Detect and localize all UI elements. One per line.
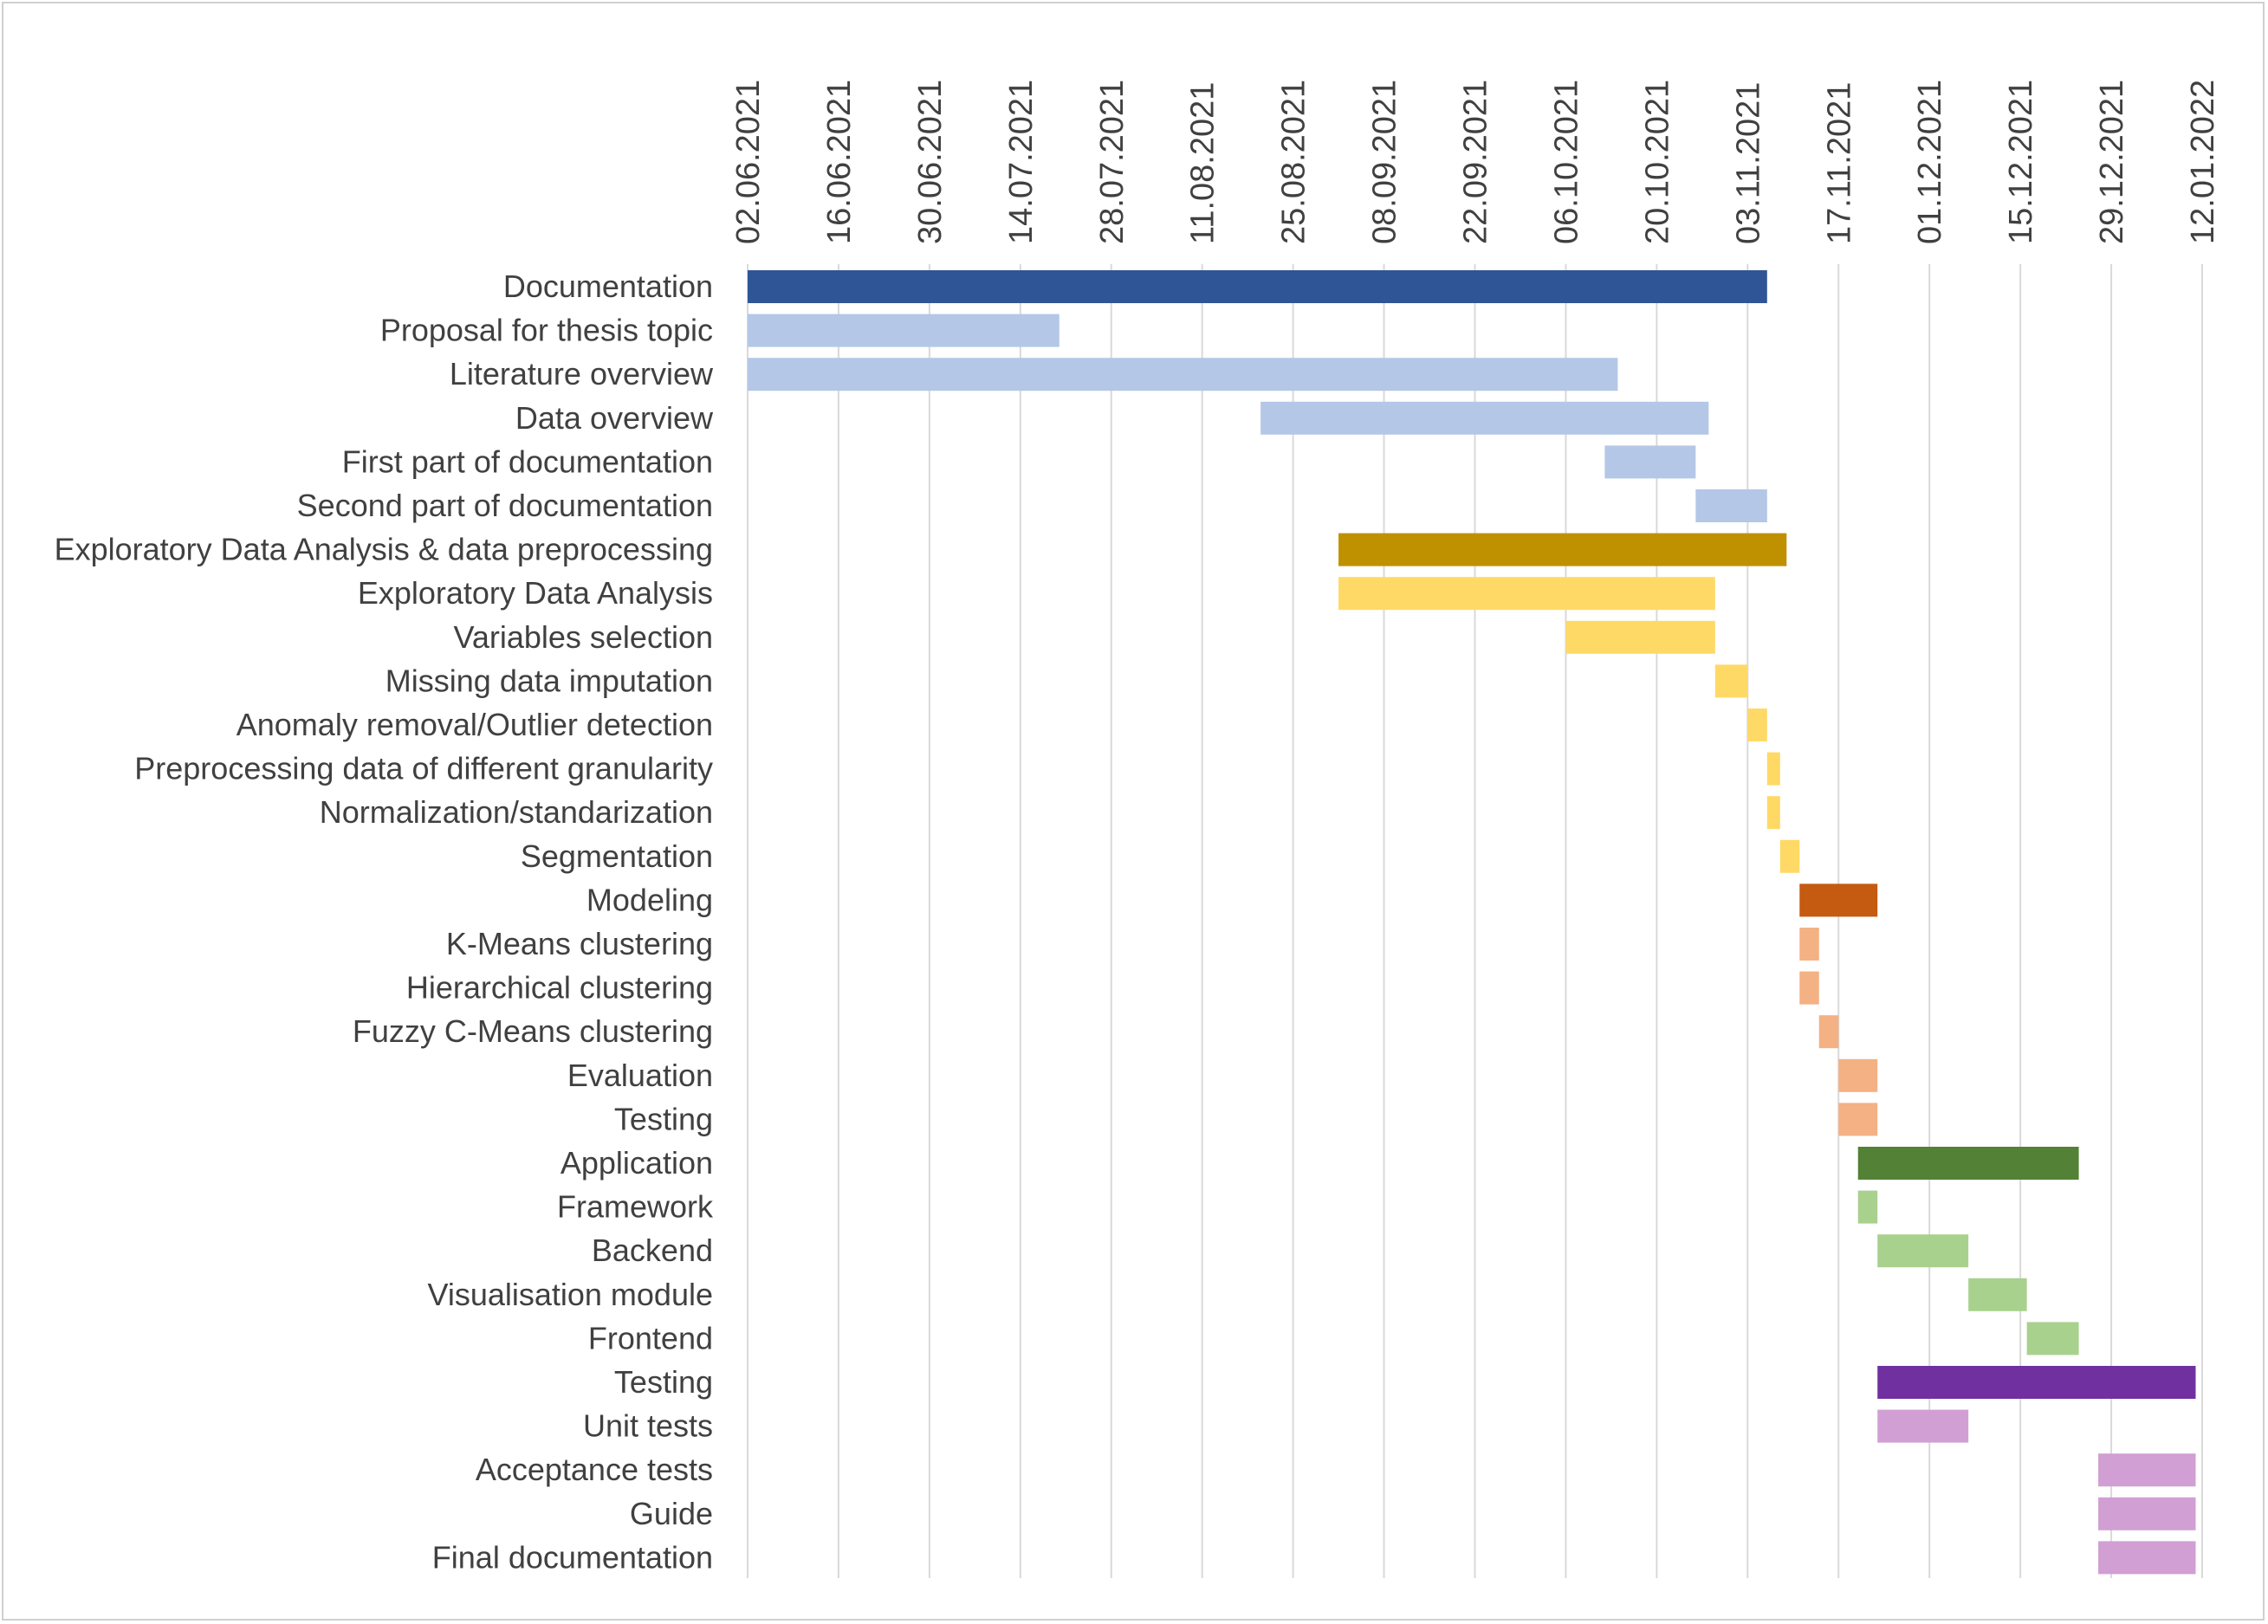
task-bar [1338,577,1715,611]
task-bar [1838,1058,1878,1092]
task-label: Segmentation [521,838,713,874]
task-label: Frontend [588,1320,713,1355]
task-label: Exploratory Data Analysis & data preproc… [55,532,713,567]
x-tick-label: 02.06.2021 [730,80,767,244]
x-tick-label: 28.07.2021 [1094,80,1131,244]
task-bar [1565,620,1715,654]
x-tick-label: 15.12.2021 [2003,80,2039,244]
task-label: Evaluation [567,1058,713,1093]
task-bar [1877,1234,1969,1268]
task-bar [1338,533,1787,566]
task-bar [2098,1497,2196,1530]
task-bar [1877,1409,1969,1443]
task-bar [1838,1103,1878,1136]
task-bar [748,358,1618,391]
task-label: Visualisation module [427,1277,713,1312]
task-bar [1857,1147,2079,1180]
task-label: Normalization/standarization [320,794,713,830]
task-bar [1799,928,1819,961]
task-label: Final documentation [432,1539,713,1575]
x-tick-label: 29.12.2021 [2094,80,2130,244]
task-label: Acceptance tests [476,1452,713,1487]
task-bar [1818,1015,1839,1049]
task-bar [1779,839,1800,873]
x-tick-label: 17.11.2021 [1821,82,1857,244]
task-bar [1766,752,1780,786]
task-label: Hierarchical clustering [406,970,713,1006]
task-label: Proposal for thesis topic [380,313,713,348]
task-bar [1799,971,1819,1005]
task-label: Backend [592,1233,713,1268]
task-bar [1714,664,1748,698]
task-label: Guide [630,1496,713,1531]
task-bar [748,270,1767,303]
task-label: Testing [614,1101,713,1136]
x-tick-label: 08.09.2021 [1367,80,1403,244]
task-bar [2026,1322,2079,1355]
date-tick-labels: 02.06.2021 16.06.2021 30.06.2021 14.07.2021… [730,80,2221,244]
x-tick-label: 16.06.2021 [821,80,858,244]
task-bar [1968,1278,2027,1311]
task-label: Fuzzy C-Means clustering [353,1013,713,1049]
task-bar [1604,445,1696,479]
task-label: Data overview [515,400,714,436]
task-label: Anomaly removal/Outlier detection [237,707,713,742]
x-tick-label: 11.08.2021 [1185,82,1221,244]
task-label: Literature overview [450,356,714,391]
task-label: Framework [557,1189,714,1225]
x-tick-label: 22.09.2021 [1458,80,1494,244]
x-tick-label: 01.12.2021 [1912,80,1948,244]
task-label: Application [561,1145,713,1181]
x-tick-label: 14.07.2021 [1003,80,1040,244]
task-bar [1799,883,1878,917]
task-bars [748,270,2196,1575]
task-label: Exploratory Data Analysis [358,575,713,611]
task-bar [1747,708,1767,741]
task-label: Documentation [503,269,713,304]
task-label: Second part of documentation [297,488,713,523]
task-label: K-Means clustering [446,926,713,961]
x-tick-label: 25.08.2021 [1276,80,1312,244]
x-tick-label: 12.01.2022 [2185,80,2221,244]
task-label: Variables selection [454,619,714,655]
task-label: First part of documentation [342,443,713,479]
task-bar [748,314,1059,347]
task-bar [1695,489,1767,522]
task-label: Modeling [586,882,713,917]
task-label: Testing [614,1364,713,1400]
task-bar [1260,401,1709,435]
task-bar [1857,1190,1878,1224]
x-tick-label: 20.10.2021 [1639,80,1675,244]
x-tick-label: 03.11.2021 [1730,82,1766,244]
task-bar [2098,1541,2196,1575]
x-tick-label: 06.10.2021 [1548,80,1584,244]
task-label: Unit tests [583,1408,713,1444]
task-label: Preprocessing data of different granular… [134,751,713,786]
task-bar [1877,1366,2196,1399]
task-bar [2098,1453,2196,1487]
task-label: Missing data imputation [386,663,713,698]
task-bar [1766,796,1780,830]
task-labels: Documentation Proposal for thesis topic Li… [55,269,714,1575]
gridlines [747,264,2203,1578]
x-tick-label: 30.06.2021 [912,80,949,244]
